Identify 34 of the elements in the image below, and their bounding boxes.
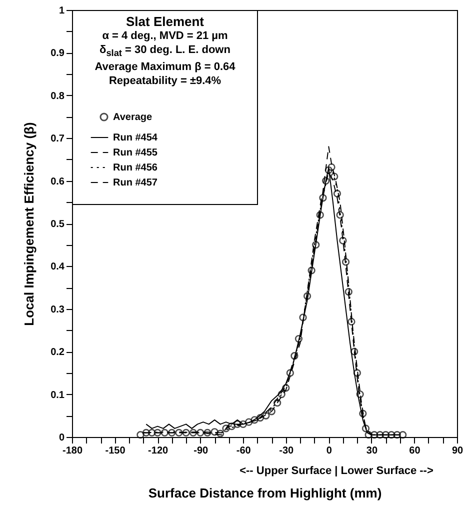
y-tick-label: 0.1 (50, 390, 65, 401)
y-tick-label: 0.9 (50, 48, 65, 60)
text: <-- Upper Surface | Lower Surface --> (238, 465, 434, 477)
x-tick-label: 90 (452, 446, 464, 456)
x-tick-label: 30 (366, 446, 378, 456)
y-tick-label: 0.3 (50, 304, 65, 316)
y-axis-title: Local Impingement Efficiency (β) (22, 122, 37, 326)
y-tick-label: 0.6 (50, 176, 65, 188)
annotation: α = 4 deg., MVD = 21 µm (101, 29, 229, 43)
annotation: Average Maximum β = 0.64 (94, 60, 236, 74)
x-tick-label: -30 (279, 446, 294, 456)
x-tick-label: -90 (194, 446, 208, 456)
y-tick-label: 0.2 (50, 347, 65, 358)
x-axis-title: Surface Distance from Highlight (mm) (148, 486, 382, 500)
annotation: Repeatability = ±9.4% (108, 74, 222, 88)
y-tick-label: 0 (58, 432, 65, 444)
y-tick-label: 0.8 (50, 90, 65, 102)
y-tick-label: 0.4 (50, 262, 65, 273)
x-tick-label: 0 (326, 446, 332, 456)
x-tick-label: 60 (409, 446, 421, 456)
legend-label: Run #456 (113, 162, 158, 174)
x-tick-label: -120 (148, 446, 168, 456)
annotation: δ$_{slat}$ = 30 deg. L. E. down (98, 43, 232, 60)
legend-label: Run #455 (113, 148, 158, 158)
x-tick-label: -150 (105, 446, 126, 456)
x-tick-label: -180 (62, 446, 83, 456)
legend-label: Average (113, 112, 153, 123)
legend-label: Run #454 (113, 132, 158, 144)
annotation: Slat Element (124, 14, 206, 29)
x-tick-label: -60 (236, 446, 252, 456)
y-tick-label: 0.5 (50, 219, 65, 230)
legend-label: Run #457 (113, 178, 158, 188)
y-tick-label: 0.7 (50, 134, 65, 145)
y-tick-label: 1 (58, 6, 65, 16)
